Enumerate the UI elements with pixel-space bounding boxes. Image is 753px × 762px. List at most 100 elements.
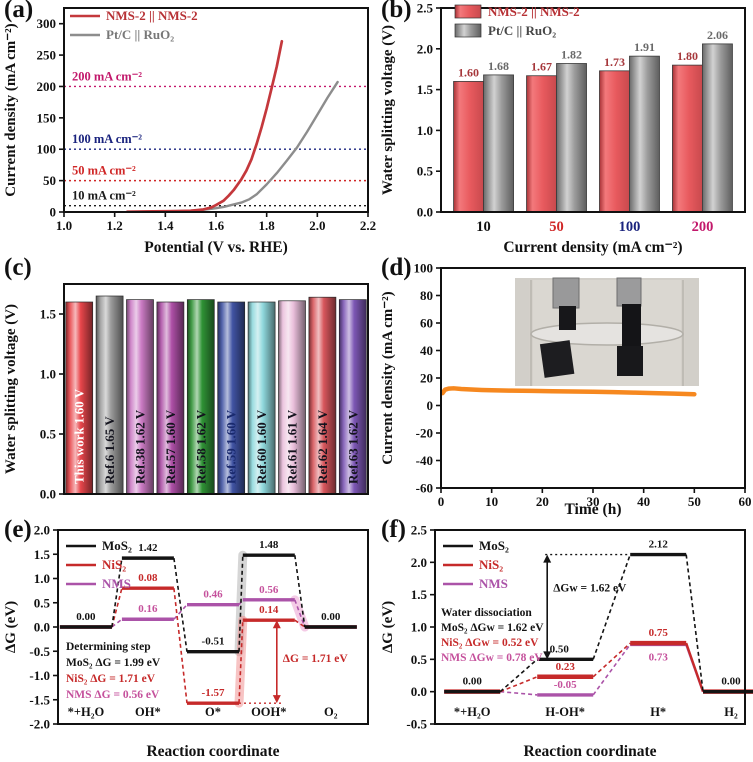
svg-text:Ref.61 1.61 V: Ref.61 1.61 V	[285, 409, 300, 484]
svg-text:-1.57: -1.57	[202, 687, 225, 699]
svg-text:Ref.38 1.62 V: Ref.38 1.62 V	[133, 409, 148, 484]
svg-text:10 mA cm⁻²: 10 mA cm⁻²	[72, 189, 136, 203]
svg-text:1.0: 1.0	[56, 218, 72, 233]
svg-text:0.14: 0.14	[259, 604, 279, 616]
svg-text:0.08: 0.08	[138, 572, 158, 584]
svg-text:0.73: 0.73	[649, 651, 669, 663]
svg-text:NiS₂ ΔG = 1.71 eV: NiS₂ ΔG = 1.71 eV	[66, 673, 156, 685]
svg-text:150: 150	[37, 110, 57, 125]
svg-text:MoS₂: MoS₂	[479, 538, 509, 553]
svg-text:ΔG = 1.71 eV: ΔG = 1.71 eV	[283, 653, 349, 665]
panel-b-chart: 1.60 1.68 10 1.67 1.82 50 1.73 1.91 100 1.80 2.06 2…	[377, 0, 753, 258]
svg-text:1.0: 1.0	[34, 571, 50, 586]
svg-text:1.5: 1.5	[417, 82, 434, 97]
svg-text:1.60: 1.60	[458, 65, 479, 79]
svg-text:0.5: 0.5	[34, 595, 51, 610]
electrolyzer-photo-inset	[515, 277, 699, 386]
svg-text:H-OH*: H-OH*	[545, 705, 585, 719]
panel-a-letter: (a)	[4, 0, 34, 23]
svg-text:30: 30	[587, 494, 600, 509]
svg-text:-1.5: -1.5	[29, 692, 50, 707]
svg-text:1.8: 1.8	[259, 218, 276, 233]
panel-d-letter: (d)	[381, 254, 412, 281]
svg-text:Ref.63 1.62 V: Ref.63 1.62 V	[345, 409, 360, 484]
svg-text:Reaction coordinate: Reaction coordinate	[146, 743, 279, 760]
svg-text:1.48: 1.48	[259, 539, 279, 551]
svg-text:60: 60	[739, 494, 752, 509]
panel-f: (f) -0.05 0.73 0.23 0.75 0.00 0.50 2.12 0.00 ΔGw…	[377, 516, 753, 762]
svg-text:60: 60	[420, 316, 433, 331]
svg-text:NMS ΔG = 0.56 eV: NMS ΔG = 0.56 eV	[66, 689, 160, 701]
svg-text:300: 300	[37, 16, 57, 31]
svg-text:50 mA cm⁻²: 50 mA cm⁻²	[72, 164, 136, 178]
svg-text:-0.05: -0.05	[554, 679, 577, 691]
svg-text:O₂: O₂	[324, 705, 338, 719]
svg-text:1.5: 1.5	[40, 307, 57, 322]
svg-text:100 mA cm⁻²: 100 mA cm⁻²	[72, 132, 142, 146]
svg-text:OH*: OH*	[135, 705, 161, 719]
svg-text:Water splitting voltage (V): Water splitting voltage (V)	[380, 25, 396, 195]
svg-text:2.0: 2.0	[34, 523, 50, 538]
svg-text:10: 10	[476, 219, 491, 235]
panel-c-letter: (c)	[4, 254, 32, 281]
svg-text:-60: -60	[416, 481, 433, 496]
svg-text:0: 0	[50, 205, 57, 220]
panel-c: (c) This work 1.60 V Ref.6 1.65 V Ref.38 1…	[0, 254, 376, 520]
svg-text:Ref.62 1.64 V: Ref.62 1.64 V	[315, 409, 330, 484]
svg-text:*+H₂O: *+H₂O	[454, 705, 491, 719]
svg-text:Current density (mA cm⁻²): Current density (mA cm⁻²)	[503, 239, 682, 256]
svg-text:This work 1.60 V: This work 1.60 V	[72, 388, 87, 484]
svg-text:40: 40	[420, 343, 433, 358]
svg-text:0.0: 0.0	[411, 684, 427, 699]
svg-text:0.5: 0.5	[417, 164, 434, 179]
svg-text:0: 0	[438, 494, 445, 509]
svg-text:-0.5: -0.5	[406, 717, 427, 732]
svg-text:Ref.60 1.60 V: Ref.60 1.60 V	[254, 409, 269, 484]
svg-text:50: 50	[688, 494, 701, 509]
svg-text:0.46: 0.46	[203, 589, 223, 601]
svg-text:Pt/C || RuO₂: Pt/C || RuO₂	[106, 27, 174, 42]
svg-text:40: 40	[637, 494, 650, 509]
svg-text:NiS₂ ΔGw = 0.52 eV: NiS₂ ΔGw = 0.52 eV	[441, 637, 539, 649]
panel-d-chart: -60 -40 -20 0 20 40 60 80 100 0 10 20 30 40 50 60 Curren…	[377, 258, 753, 520]
svg-text:H₂: H₂	[724, 705, 738, 719]
panel-e: (e) 0.16 0.46 0.56 0.08 -1.57 0.14 0.00 1.42 -0.…	[0, 516, 376, 762]
svg-text:1.0: 1.0	[40, 367, 56, 382]
svg-text:NMS-2 || NMS-2: NMS-2 || NMS-2	[106, 8, 198, 23]
svg-text:1.73: 1.73	[604, 55, 625, 69]
panel-a: (a) 200 mA cm⁻² 100 mA cm⁻² 50 mA cm⁻² 10 m…	[0, 0, 376, 258]
panel-a-chart: 200 mA cm⁻² 100 mA cm⁻² 50 mA cm⁻² 10 mA cm…	[0, 0, 376, 258]
svg-text:2.2: 2.2	[360, 218, 376, 233]
svg-text:0.56: 0.56	[259, 584, 279, 596]
svg-text:1.68: 1.68	[488, 59, 509, 73]
svg-text:1.42: 1.42	[138, 542, 158, 554]
svg-text:2.12: 2.12	[649, 539, 669, 551]
svg-text:Current density (mA cm⁻²): Current density (mA cm⁻²)	[380, 291, 396, 464]
svg-text:OOH*: OOH*	[251, 705, 286, 719]
svg-text:Time (h): Time (h)	[565, 501, 622, 518]
svg-text:2.0: 2.0	[309, 218, 325, 233]
svg-text:-0.5: -0.5	[29, 644, 50, 659]
svg-text:MoS₂ ΔG = 1.99 eV: MoS₂ ΔG = 1.99 eV	[66, 657, 161, 669]
panel-c-chart: This work 1.60 V Ref.6 1.65 V Ref.38 1.62 …	[0, 258, 376, 520]
svg-text:2.5: 2.5	[417, 1, 434, 16]
svg-text:50: 50	[43, 173, 56, 188]
svg-text:0.0: 0.0	[417, 205, 433, 220]
svg-text:1.0: 1.0	[417, 123, 433, 138]
svg-text:1.0: 1.0	[411, 620, 427, 635]
svg-text:100: 100	[414, 261, 434, 276]
svg-text:0.00: 0.00	[721, 676, 741, 688]
svg-text:NMS: NMS	[102, 576, 131, 591]
svg-text:-20: -20	[416, 426, 433, 441]
svg-text:0.16: 0.16	[138, 603, 158, 615]
svg-text:MoS₂ ΔGw = 1.62 eV: MoS₂ ΔGw = 1.62 eV	[441, 622, 544, 634]
svg-text:Pt/C || RuO₂: Pt/C || RuO₂	[488, 23, 556, 38]
svg-text:250: 250	[37, 48, 57, 63]
svg-text:0.5: 0.5	[40, 427, 57, 442]
panel-b-letter: (b)	[381, 0, 412, 23]
svg-text:Ref.58 1.62 V: Ref.58 1.62 V	[193, 409, 208, 484]
svg-text:MoS₂: MoS₂	[102, 538, 132, 553]
svg-text:200: 200	[37, 79, 57, 94]
svg-text:1.5: 1.5	[34, 547, 51, 562]
